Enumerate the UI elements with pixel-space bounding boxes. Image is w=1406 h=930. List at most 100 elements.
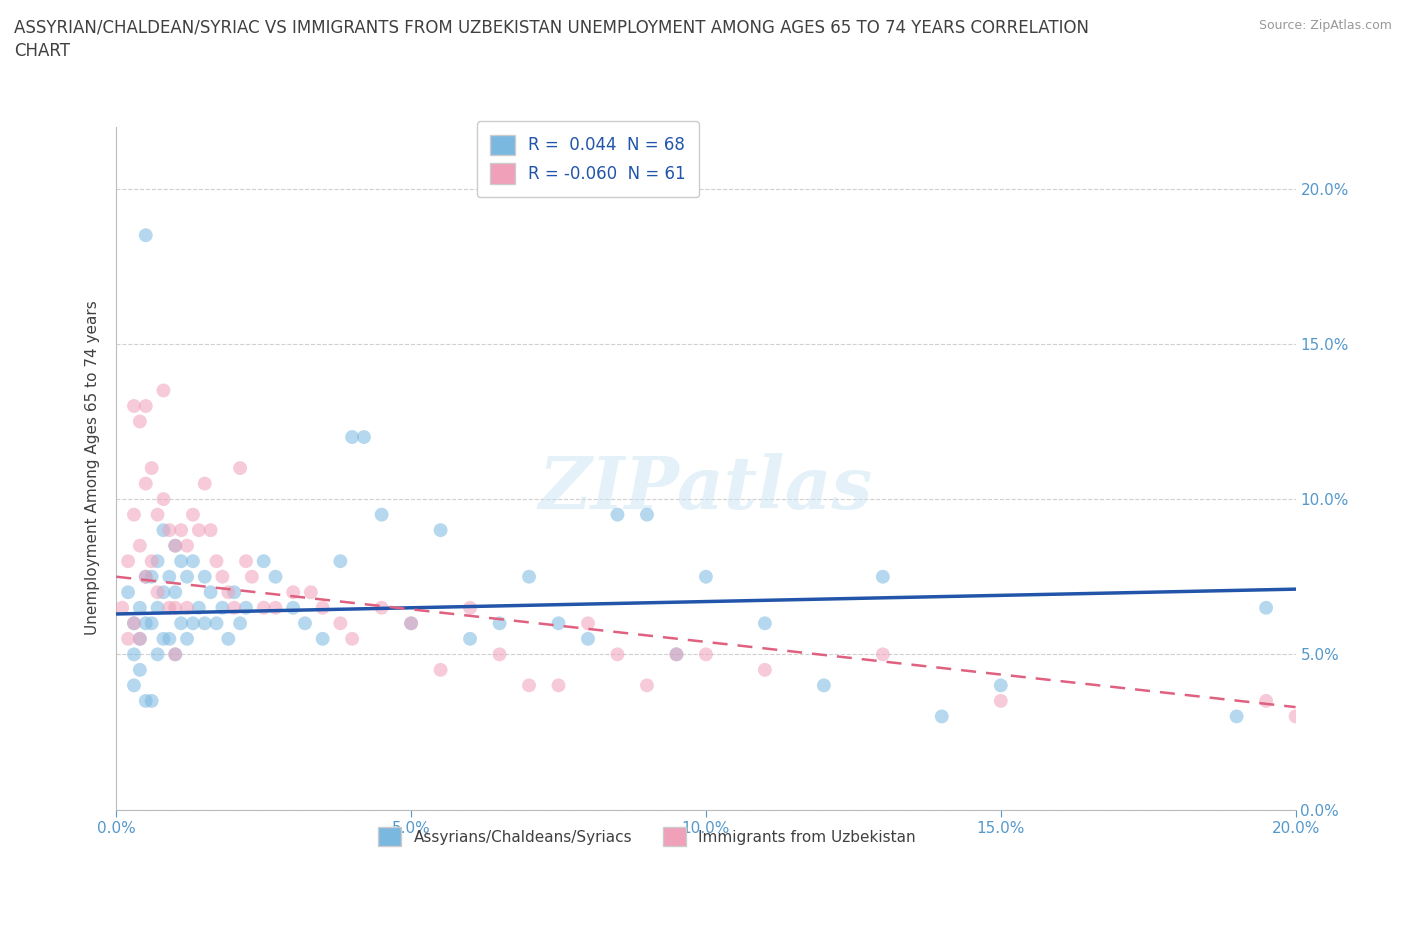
- Point: [117, 631, 139, 646]
- Point: [165, 585, 187, 600]
- Point: [1254, 694, 1277, 709]
- Text: ASSYRIAN/CHALDEAN/SYRIAC VS IMMIGRANTS FROM UZBEKISTAN UNEMPLOYMENT AMONG AGES 6: ASSYRIAN/CHALDEAN/SYRIAC VS IMMIGRANTS F…: [14, 19, 1090, 60]
- Text: Source: ZipAtlas.com: Source: ZipAtlas.com: [1258, 19, 1392, 32]
- Point: [429, 523, 451, 538]
- Point: [141, 553, 163, 568]
- Point: [181, 507, 204, 522]
- Point: [117, 553, 139, 568]
- Text: ZIPatlas: ZIPatlas: [538, 453, 873, 525]
- Point: [146, 647, 169, 662]
- Point: [152, 492, 174, 507]
- Point: [665, 647, 688, 662]
- Point: [135, 616, 157, 631]
- Point: [205, 553, 228, 568]
- Point: [665, 647, 688, 662]
- Y-axis label: Unemployment Among Ages 65 to 74 years: Unemployment Among Ages 65 to 74 years: [86, 300, 100, 635]
- Point: [1284, 709, 1306, 724]
- Point: [157, 523, 180, 538]
- Point: [754, 616, 776, 631]
- Point: [547, 678, 569, 693]
- Point: [170, 553, 193, 568]
- Point: [165, 538, 187, 553]
- Point: [152, 383, 174, 398]
- Point: [135, 228, 157, 243]
- Point: [157, 631, 180, 646]
- Point: [1254, 601, 1277, 616]
- Point: [340, 430, 363, 445]
- Point: [264, 601, 287, 616]
- Point: [122, 616, 145, 631]
- Point: [517, 569, 540, 584]
- Point: [224, 601, 246, 616]
- Point: [176, 631, 198, 646]
- Point: [990, 678, 1012, 693]
- Point: [135, 476, 157, 491]
- Point: [181, 616, 204, 631]
- Point: [141, 616, 163, 631]
- Point: [872, 569, 894, 584]
- Point: [754, 662, 776, 677]
- Point: [165, 601, 187, 616]
- Point: [122, 399, 145, 414]
- Point: [253, 601, 276, 616]
- Point: [176, 569, 198, 584]
- Point: [517, 678, 540, 693]
- Point: [176, 601, 198, 616]
- Point: [128, 662, 150, 677]
- Point: [135, 569, 157, 584]
- Point: [194, 569, 217, 584]
- Point: [211, 569, 233, 584]
- Point: [135, 694, 157, 709]
- Point: [458, 631, 481, 646]
- Point: [128, 601, 150, 616]
- Point: [695, 569, 717, 584]
- Point: [146, 507, 169, 522]
- Point: [205, 616, 228, 631]
- Point: [111, 601, 134, 616]
- Point: [200, 523, 222, 538]
- Point: [128, 631, 150, 646]
- Point: [636, 678, 658, 693]
- Point: [152, 585, 174, 600]
- Point: [399, 616, 422, 631]
- Point: [283, 601, 305, 616]
- Point: [458, 601, 481, 616]
- Point: [311, 601, 333, 616]
- Point: [194, 476, 217, 491]
- Point: [146, 553, 169, 568]
- Point: [283, 585, 305, 600]
- Point: [931, 709, 953, 724]
- Point: [141, 569, 163, 584]
- Point: [187, 601, 209, 616]
- Point: [194, 616, 217, 631]
- Point: [488, 647, 510, 662]
- Point: [990, 694, 1012, 709]
- Point: [488, 616, 510, 631]
- Point: [329, 553, 352, 568]
- Point: [299, 585, 322, 600]
- Point: [576, 631, 599, 646]
- Point: [135, 399, 157, 414]
- Point: [157, 601, 180, 616]
- Point: [170, 523, 193, 538]
- Point: [399, 616, 422, 631]
- Point: [294, 616, 316, 631]
- Point: [187, 523, 209, 538]
- Point: [353, 430, 375, 445]
- Point: [157, 569, 180, 584]
- Point: [370, 507, 392, 522]
- Point: [224, 585, 246, 600]
- Point: [217, 585, 239, 600]
- Point: [128, 538, 150, 553]
- Point: [122, 507, 145, 522]
- Point: [370, 601, 392, 616]
- Point: [146, 585, 169, 600]
- Point: [152, 523, 174, 538]
- Point: [165, 647, 187, 662]
- Point: [547, 616, 569, 631]
- Point: [606, 507, 628, 522]
- Point: [240, 569, 263, 584]
- Point: [311, 631, 333, 646]
- Point: [429, 662, 451, 677]
- Point: [165, 538, 187, 553]
